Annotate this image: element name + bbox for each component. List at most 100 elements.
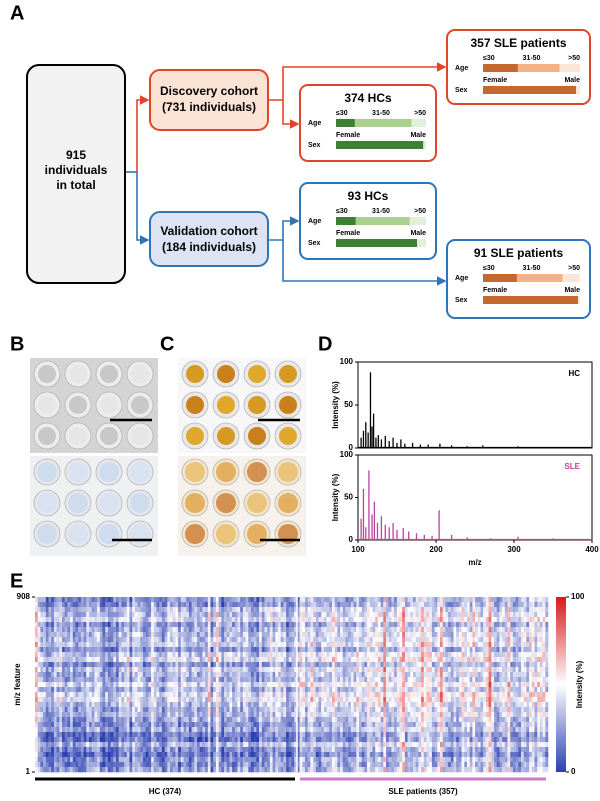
heatmap-cell <box>59 742 63 748</box>
heatmap-cell <box>272 727 276 733</box>
heatmap-cell <box>140 612 144 618</box>
heatmap-cell <box>356 602 360 608</box>
legend-label: SLE <box>564 462 580 471</box>
heatmap-cell <box>321 627 325 633</box>
heatmap-cell <box>391 652 395 658</box>
heatmap-cell <box>194 692 198 698</box>
heatmap-cell <box>110 657 114 663</box>
heatmap-cell <box>210 597 214 603</box>
heatmap-cell <box>364 682 368 688</box>
heatmap-cell <box>64 597 68 603</box>
heatmap-cell <box>67 677 71 683</box>
heatmap-cell <box>218 742 222 748</box>
heatmap-cell <box>80 662 84 668</box>
heatmap-cell <box>375 677 379 683</box>
heatmap-cell <box>188 637 192 643</box>
heatmap-cell <box>369 752 373 758</box>
bar-segment <box>562 274 580 282</box>
heatmap-cell <box>205 712 209 718</box>
heatmap-cell <box>134 717 138 723</box>
heatmap-cell <box>372 672 376 678</box>
heatmap-cell <box>45 702 49 708</box>
heatmap-cell <box>48 707 52 713</box>
heatmap-cell <box>361 717 365 723</box>
heatmap-cell <box>199 642 203 648</box>
heatmap-cell <box>375 697 379 703</box>
heatmap-cell <box>137 637 141 643</box>
heatmap-cell <box>202 687 206 693</box>
heatmap-cell <box>364 727 368 733</box>
heatmap-cell <box>269 662 273 668</box>
heatmap-cell <box>78 722 82 728</box>
heatmap-cell <box>86 752 90 758</box>
heatmap-cell <box>391 637 395 643</box>
heatmap-cell <box>386 717 389 723</box>
heatmap-cell <box>264 757 268 763</box>
heatmap-cell <box>361 737 365 743</box>
heatmap-cell <box>218 722 222 728</box>
heatmap-cell <box>167 622 171 628</box>
heatmap-cell <box>215 702 219 708</box>
heatmap-cell <box>350 742 354 748</box>
heatmap-cell <box>67 617 71 623</box>
heatmap-cell <box>359 757 362 763</box>
heatmap-cell <box>197 672 200 678</box>
heatmap-cell <box>56 607 60 613</box>
heatmap-cell <box>86 622 90 628</box>
heatmap-cell <box>89 652 92 658</box>
heatmap-cell <box>280 737 284 743</box>
heatmap-cell <box>240 602 244 608</box>
heatmap-cell <box>51 662 55 668</box>
heatmap-cell <box>240 612 244 618</box>
heatmap-cell <box>156 702 160 708</box>
heatmap-cell <box>45 762 49 768</box>
heatmap-cell <box>86 612 90 618</box>
heatmap-cell <box>315 662 319 668</box>
heatmap-cell <box>188 702 192 708</box>
segment-label: ≤30 <box>483 55 495 62</box>
heatmap-cell <box>305 632 308 638</box>
heatmap-cell <box>364 672 368 678</box>
heatmap-cell <box>318 717 322 723</box>
heatmap-cell <box>178 752 182 758</box>
heatmap-cell <box>116 617 119 623</box>
heatmap-cell <box>294 627 298 633</box>
heatmap-cell <box>361 767 365 773</box>
heatmap-cell <box>361 672 365 678</box>
heatmap-cell <box>97 732 101 738</box>
heatmap-cell <box>186 762 190 768</box>
heatmap-cell <box>161 722 165 728</box>
heatmap-cell <box>43 652 47 658</box>
heatmap-cell <box>156 707 160 713</box>
heatmap-cell <box>337 697 341 703</box>
heatmap-cell <box>75 622 79 628</box>
heatmap-cell <box>288 677 292 683</box>
heatmap-cell <box>321 727 325 733</box>
row-label: Age <box>308 120 321 127</box>
heatmap-cell <box>307 597 311 603</box>
heatmap-cell <box>340 627 344 633</box>
heatmap-cell <box>45 612 49 618</box>
heatmap-cell <box>197 737 200 743</box>
heatmap-cell <box>294 632 298 638</box>
heatmap-cell <box>361 692 365 698</box>
heatmap-cell <box>337 732 341 738</box>
heatmap-cell <box>342 627 346 633</box>
heatmap-cell <box>388 657 392 663</box>
heatmap-cell <box>377 667 381 673</box>
heatmap-cell <box>132 687 136 693</box>
heatmap-cell <box>256 757 260 763</box>
heatmap-cell <box>186 717 190 723</box>
heatmap-cell <box>118 732 122 738</box>
heatmap-cell <box>391 607 395 613</box>
heatmap-cell <box>359 717 362 723</box>
well-content <box>185 462 205 482</box>
heatmap-cell <box>137 682 141 688</box>
heatmap-cell <box>175 607 179 613</box>
heatmap-cell <box>337 767 341 773</box>
heatmap-cell <box>197 617 200 623</box>
heatmap-cell <box>37 687 41 693</box>
heatmap-cell <box>248 647 252 653</box>
segment-label: Male <box>564 287 580 294</box>
heatmap-cell <box>213 627 217 633</box>
